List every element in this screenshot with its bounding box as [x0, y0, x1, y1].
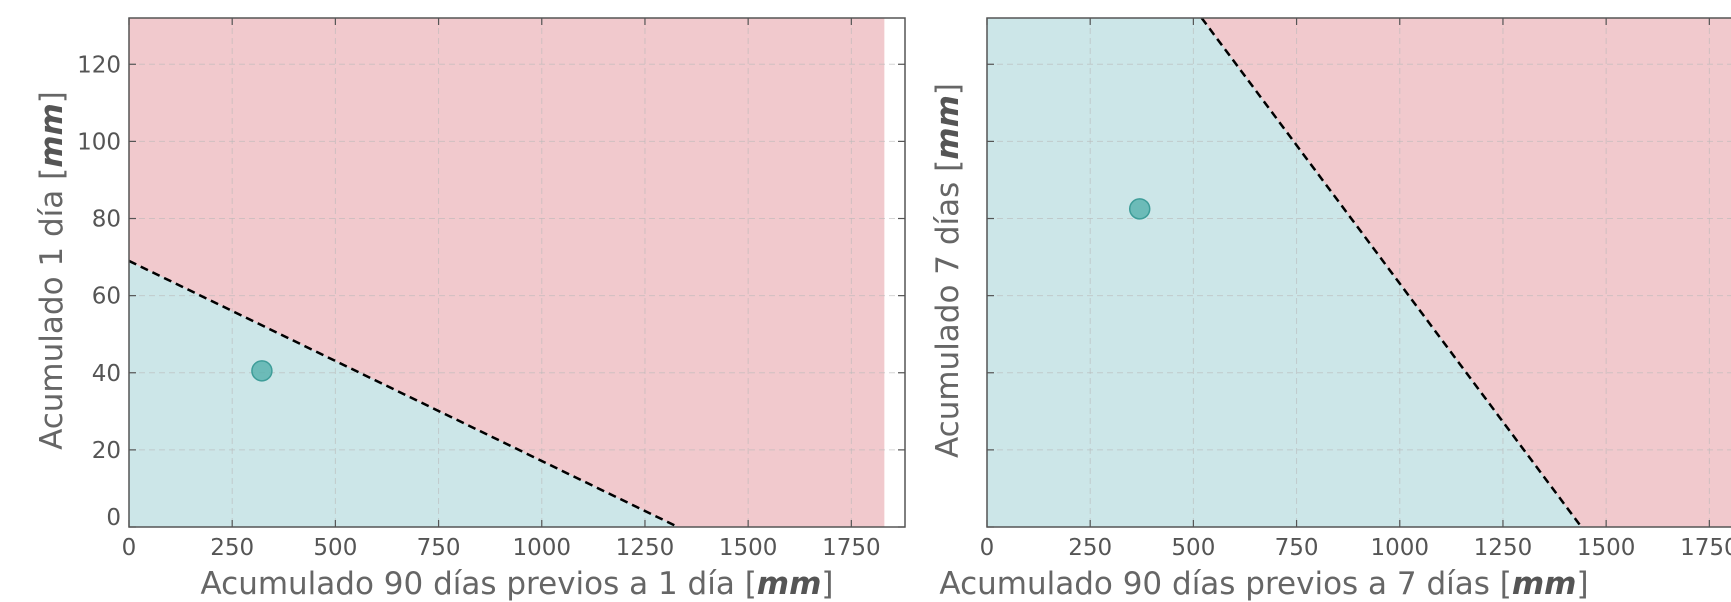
x-tick-label: 1250 — [1474, 535, 1533, 561]
x-tick-label: 1750 — [1680, 535, 1731, 561]
x-axis-label: Acumulado 90 días previos a 1 día [mm] — [200, 566, 833, 602]
y-axis-label: Acumulado 7 días [mm] — [930, 83, 966, 458]
threshold-line — [1200, 18, 1583, 527]
x-tick-label: 750 — [1275, 535, 1319, 561]
y-tick-label: 60 — [92, 284, 121, 310]
below-threshold-region — [987, 18, 1731, 527]
x-tick-label: 250 — [1068, 535, 1112, 561]
x-tick-label: 1250 — [616, 535, 675, 561]
x-tick-label: 500 — [1171, 535, 1215, 561]
y-axis-label: Acumulado 1 día [mm] — [34, 91, 70, 450]
y-tick-label: 40 — [92, 361, 121, 387]
x-tick-label: 1000 — [1370, 535, 1429, 561]
x-tick-label: 1500 — [719, 535, 778, 561]
threshold-line — [129, 259, 679, 527]
plot-area — [987, 18, 1731, 527]
x-tick-label: 1500 — [1577, 535, 1636, 561]
plot-frame — [128, 17, 906, 528]
chart-1-day: 0 250 500 750 1000 1250 1500 1750 0 20 40 60 80 100 12… — [34, 17, 906, 602]
x-axis-label: Acumulado 90 días previos a 7 días [mm] — [939, 566, 1588, 602]
x-tick-label: 500 — [313, 535, 357, 561]
y-tick-label: 20 — [92, 438, 121, 464]
plot-frame — [986, 17, 1731, 528]
x-tick-label: 250 — [210, 535, 254, 561]
x-tick-label: 0 — [122, 535, 137, 561]
x-tick-label: 1750 — [822, 535, 881, 561]
y-tick-label: 80 — [92, 207, 121, 233]
data-point — [1128, 198, 1151, 220]
chart-7-days: 0 250 500 750 1000 1250 1500 1750 Acumulado 90 d… — [930, 17, 1731, 602]
plot-area — [129, 18, 905, 527]
data-point — [251, 360, 273, 382]
x-tick-label: 0 — [980, 535, 995, 561]
y-tick-label: 100 — [77, 129, 121, 155]
below-threshold-region — [129, 260, 885, 527]
y-tick-label: 0 — [106, 505, 121, 531]
x-tick-label: 750 — [417, 535, 461, 561]
y-tick-label: 120 — [77, 52, 121, 78]
x-tick-label: 1000 — [512, 535, 571, 561]
